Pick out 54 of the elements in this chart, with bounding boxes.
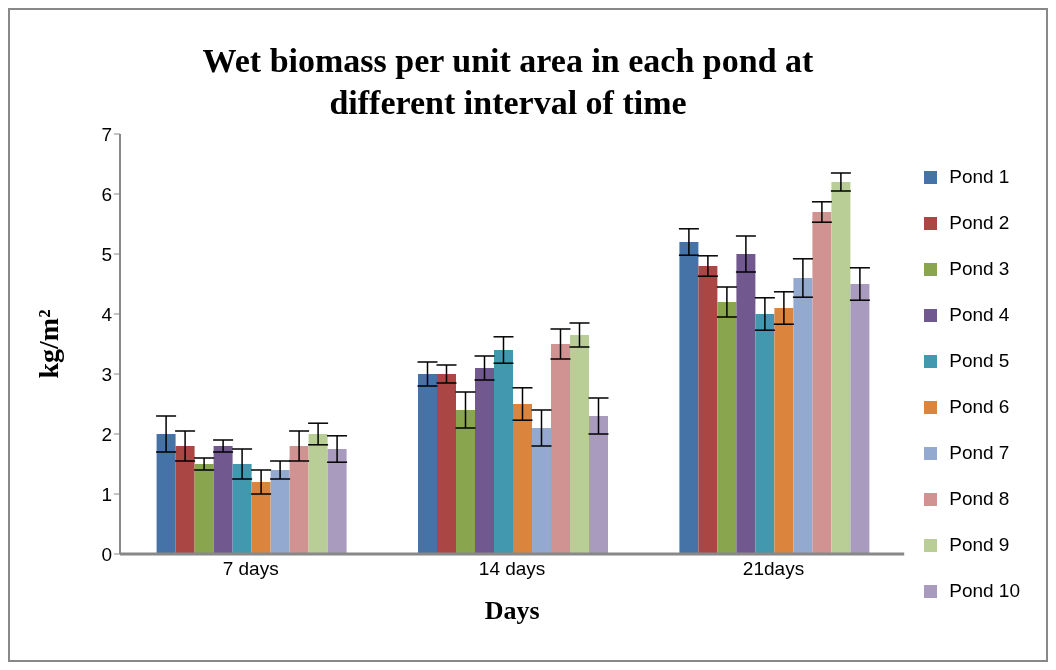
bar — [850, 284, 870, 554]
x-tick-label: 21days — [742, 558, 805, 580]
bar — [289, 446, 309, 554]
legend-label: Pond 1 — [949, 166, 1010, 188]
y-tick-label: 2 — [101, 423, 112, 445]
legend-label: Pond 9 — [949, 534, 1010, 556]
bar — [532, 428, 551, 554]
bar — [437, 374, 456, 554]
bar — [175, 446, 195, 554]
bar — [679, 242, 699, 554]
legend-label: Pond 4 — [949, 304, 1010, 326]
y-tick-label: 5 — [101, 243, 112, 265]
bar — [589, 416, 608, 554]
bar — [513, 404, 532, 554]
bar — [251, 482, 271, 554]
y-tick-label: 6 — [101, 183, 112, 205]
bar — [494, 350, 513, 554]
chart-title: Wet biomass per unit area in each pond at different interval of time — [201, 41, 815, 123]
bar — [812, 212, 832, 554]
bar — [456, 410, 475, 554]
bar — [213, 446, 233, 554]
legend-label: Pond 10 — [949, 580, 1020, 602]
y-tick-label: 7 — [101, 123, 112, 145]
bar — [774, 308, 794, 554]
bar — [194, 464, 214, 554]
x-tick-label: 7 days — [222, 558, 279, 580]
x-axis-title: Days — [484, 596, 540, 625]
bar — [156, 434, 176, 554]
y-tick-label: 3 — [101, 363, 112, 385]
y-axis-title: kg/m² — [33, 309, 64, 379]
bar — [308, 434, 328, 554]
legend-label: Pond 8 — [949, 488, 1010, 510]
bar — [570, 335, 589, 554]
bar — [418, 374, 437, 554]
legend-label: Pond 5 — [949, 350, 1010, 372]
bar — [270, 470, 290, 554]
bar — [551, 344, 570, 554]
bar — [736, 254, 756, 554]
y-tick-label: 4 — [101, 303, 113, 325]
legend-label: Pond 6 — [949, 396, 1010, 418]
legend-label: Pond 3 — [949, 258, 1010, 280]
bar — [717, 302, 737, 554]
x-tick-label: 14 days — [478, 558, 546, 580]
bar — [831, 182, 851, 554]
bar — [793, 278, 813, 554]
bar — [755, 314, 775, 554]
bar — [232, 464, 252, 554]
bar — [327, 449, 347, 554]
bar — [698, 266, 718, 554]
bar — [475, 368, 494, 554]
y-tick-label: 0 — [101, 543, 112, 565]
legend-label: Pond 7 — [949, 442, 1010, 464]
legend-label: Pond 2 — [949, 212, 1010, 234]
y-tick-label: 1 — [101, 483, 112, 505]
